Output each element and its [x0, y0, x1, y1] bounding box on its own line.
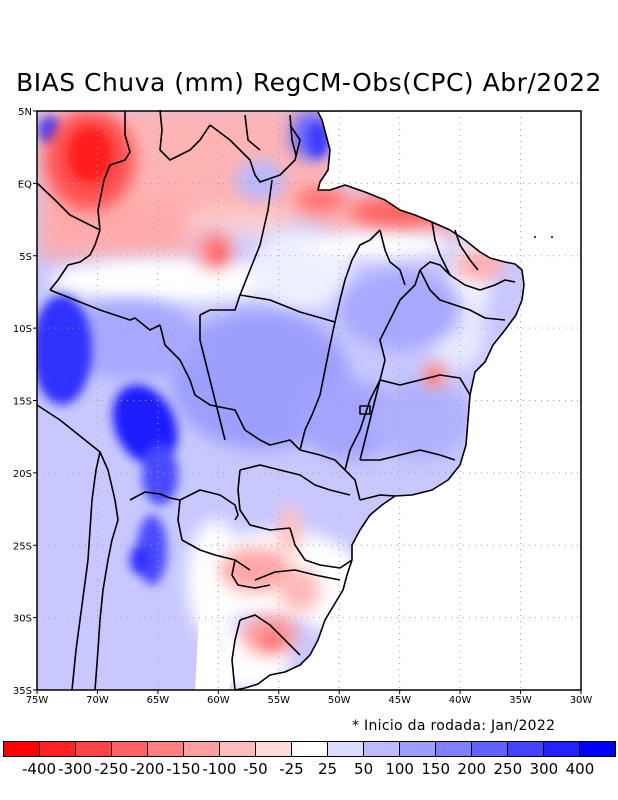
x-tick-label: 55W	[267, 695, 290, 705]
colorbar-level-label: -25	[279, 760, 304, 778]
colorbar-level-label: 50	[354, 760, 374, 778]
colorbar-box	[40, 742, 76, 756]
y-tick-label: 10S	[13, 324, 32, 335]
colorbar-level-label: -200	[130, 760, 165, 778]
colorbar-level-label: -400	[22, 760, 57, 778]
colorbar-box	[400, 742, 436, 756]
y-tick-label: 20S	[13, 469, 32, 480]
island-dot	[534, 236, 536, 238]
colorbar-box	[508, 742, 544, 756]
colorbar-box	[112, 742, 148, 756]
colorbar-level-label: 100	[385, 760, 414, 778]
y-axis: 5N EQ 5S 10S 15S 20S 25S 30S 35S	[13, 107, 37, 697]
colorbar-level-label: 250	[493, 760, 523, 778]
colorbar-box	[220, 742, 256, 756]
colorbar-level-label: 400	[565, 760, 595, 778]
x-tick-label: 45W	[388, 695, 411, 705]
y-tick-label: 15S	[13, 397, 32, 408]
colorbar-level-label: 25	[317, 760, 338, 778]
colorbar-box	[544, 742, 580, 756]
colorbar-level-label: -50	[243, 760, 268, 778]
colorbar-box	[4, 742, 40, 756]
colorbar-box	[184, 742, 220, 756]
colorbar-box	[364, 742, 400, 756]
x-tick-label: 65W	[147, 695, 170, 705]
colorbar-box	[76, 742, 112, 756]
y-tick-label: 30S	[13, 614, 32, 625]
y-tick-label: 5S	[19, 252, 32, 263]
colorbar-level-label: -150	[166, 760, 201, 778]
x-tick-label: 75W	[26, 695, 49, 705]
colorbar-box	[436, 742, 472, 756]
y-tick-label: EQ	[18, 179, 32, 190]
x-tick-label: 30W	[570, 695, 593, 705]
x-tick-label: 50W	[328, 695, 351, 705]
colorbar-labels: -400 -300 -250 -200 -150 -100 -50 -25 25 50 100 150…	[0, 760, 618, 780]
colorbar	[3, 741, 616, 757]
x-tick-label: 35W	[509, 695, 532, 705]
colorbar-box	[328, 742, 364, 756]
colorbar-level-label: -300	[58, 760, 93, 778]
colorbar-box	[580, 742, 615, 756]
map-plot: 75W 70W 65W 60W 55W 50W 45W 40W 35W 30W 5N EQ 5S 10S…	[13, 107, 593, 705]
colorbar-level-label: 150	[421, 760, 451, 778]
y-tick-label: 35S	[13, 686, 32, 697]
colorbar-box	[472, 742, 508, 756]
y-tick-label: 25S	[13, 541, 32, 552]
colorbar-box	[148, 742, 184, 756]
grid-lines	[37, 111, 581, 690]
chart-title: BIAS Chuva (mm) RegCM-Obs(CPC) Abr/2022	[16, 68, 602, 97]
colorbar-level-label: -250	[94, 760, 129, 778]
y-tick-label: 5N	[18, 107, 32, 118]
run-start-note: * Inicio da rodada: Jan/2022	[352, 718, 556, 734]
x-tick-label: 60W	[207, 695, 230, 705]
colorbar-box	[292, 742, 328, 756]
colorbar-box	[256, 742, 292, 756]
country-borders	[36, 109, 525, 691]
x-tick-label: 40W	[449, 695, 472, 705]
colorbar-level-label: -100	[202, 760, 237, 778]
x-tick-label: 70W	[86, 695, 109, 705]
colorbar-level-label: 300	[529, 760, 559, 778]
x-axis: 75W 70W 65W 60W 55W 50W 45W 40W 35W 30W	[26, 690, 593, 705]
colorbar-level-label: 200	[457, 760, 487, 778]
island-dot	[551, 236, 553, 238]
